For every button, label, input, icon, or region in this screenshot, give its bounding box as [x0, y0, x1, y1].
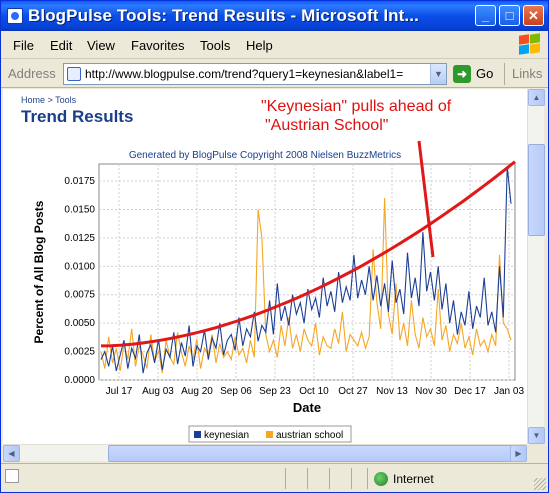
plot-area: [98, 163, 516, 381]
go-arrow-icon: ➜: [453, 65, 471, 83]
vertical-scrollbar[interactable]: ▲ ▼: [527, 89, 545, 461]
scroll-right-button[interactable]: ▶: [510, 445, 527, 462]
x-tick-label: Dec 17: [454, 386, 486, 397]
y-axis-label: Percent of All Blog Posts: [32, 200, 46, 343]
horizontal-scroll-thumb[interactable]: [108, 445, 518, 462]
horizontal-scrollbar[interactable]: ◀ ▶: [3, 444, 527, 462]
y-tick-label: 0.0125: [64, 233, 95, 244]
address-bar: Address http://www.blogpulse.com/trend?q…: [1, 60, 548, 88]
security-zone-label: Internet: [393, 472, 434, 486]
minimize-button[interactable]: _: [475, 5, 496, 26]
chart-credit: Generated by BlogPulse Copyright 2008 Ni…: [128, 150, 402, 161]
x-tick-label: Sep 06: [220, 386, 252, 397]
go-button[interactable]: ➜ Go: [453, 64, 501, 84]
menu-tools[interactable]: Tools: [200, 38, 231, 53]
page-title: Trend Results: [21, 107, 134, 126]
menu-help[interactable]: Help: [246, 38, 273, 53]
annotation-line-2: "Austrian School": [265, 117, 389, 134]
y-tick-label: 0.0100: [64, 261, 95, 272]
x-tick-label: Jan 03: [494, 386, 524, 397]
vertical-scroll-thumb[interactable]: [528, 144, 545, 236]
address-label: Address: [8, 66, 56, 81]
x-tick-label: Oct 10: [299, 386, 329, 397]
menu-view[interactable]: View: [87, 38, 115, 53]
scroll-corner: [527, 444, 544, 461]
series-line-austrian-school: [100, 198, 512, 374]
breadcrumb-separator: >: [47, 95, 53, 105]
trend-chart: 0.0000 0.0025 0.0050 0.0075 0.0100 0.0125 0.01…: [32, 140, 524, 443]
x-tick-label: Aug 03: [142, 386, 174, 397]
x-tick-label: Aug 20: [181, 386, 213, 397]
maximize-button[interactable]: □: [499, 5, 520, 26]
y-tick-label: 0.0075: [64, 290, 95, 301]
internet-zone-icon: [374, 472, 388, 486]
toolbar-separator: [504, 63, 505, 85]
menu-file[interactable]: File: [13, 38, 34, 53]
y-tick-label: 0.0150: [64, 204, 95, 215]
x-tick-label: Oct 27: [338, 386, 368, 397]
y-tick-label: 0.0050: [64, 318, 95, 329]
page-icon: [67, 67, 81, 81]
series-line-keynesian: [100, 166, 512, 374]
window-title: BlogPulse Tools: Trend Results - Microso…: [28, 6, 419, 25]
go-label: Go: [476, 66, 494, 81]
resize-grip[interactable]: [534, 478, 546, 490]
scroll-down-button[interactable]: ▼: [528, 427, 545, 444]
legend-label-keynesian: keynesian: [204, 430, 249, 441]
trend-curve: [100, 160, 516, 348]
status-segment: [367, 468, 368, 489]
menu-bar: File Edit View Favorites Tools Help: [1, 31, 548, 59]
breadcrumb-tools-link[interactable]: Tools: [55, 95, 77, 105]
menu-favorites[interactable]: Favorites: [131, 38, 185, 53]
breadcrumb-home-link[interactable]: Home: [21, 95, 46, 105]
legend-swatch-keynesian: [194, 431, 201, 438]
address-input[interactable]: http://www.blogpulse.com/trend?query1=ke…: [63, 63, 447, 85]
x-tick-label: Jul 17: [106, 386, 133, 397]
chevron-down-icon[interactable]: ▼: [430, 64, 446, 84]
links-button[interactable]: Links: [512, 66, 543, 81]
status-bar: Internet: [1, 463, 548, 492]
scroll-up-button[interactable]: ▲: [528, 89, 545, 106]
annotation-line-1: "Keynesian" pulls ahead of: [261, 98, 452, 115]
status-segment: [351, 468, 352, 489]
scroll-left-button[interactable]: ◀: [3, 445, 20, 462]
annotation-callout: "Keynesian" pulls ahead of "Austrian Sch…: [261, 97, 491, 135]
y-tick-label: 0.0000: [64, 375, 95, 386]
x-axis-label: Date: [293, 400, 321, 415]
legend-label-austrian: austrian school: [276, 430, 343, 441]
title-bar[interactable]: BlogPulse Tools: Trend Results - Microso…: [1, 1, 548, 31]
x-tick-label: Sep 23: [259, 386, 291, 397]
legend-swatch-austrian: [266, 431, 273, 438]
address-url[interactable]: http://www.blogpulse.com/trend?query1=ke…: [85, 67, 404, 81]
menu-edit[interactable]: Edit: [50, 38, 73, 53]
windows-logo-icon: [516, 33, 542, 57]
page-status-icon: [5, 469, 19, 483]
y-tick-label: 0.0025: [64, 347, 95, 358]
page-content: Home > Tools Trend Results "Keynesian" p…: [3, 89, 527, 461]
annotation-pointer: [417, 140, 435, 258]
x-tick-label: Nov 30: [415, 386, 447, 397]
ie-page-icon: [7, 8, 23, 24]
status-segment: [329, 468, 330, 489]
x-tick-label: Nov 13: [376, 386, 408, 397]
status-segment: [307, 468, 308, 489]
y-tick-label: 0.0175: [64, 176, 95, 187]
close-button[interactable]: ✕: [523, 5, 544, 26]
breadcrumb: Home > Tools: [21, 95, 76, 105]
status-segment: [285, 468, 286, 489]
